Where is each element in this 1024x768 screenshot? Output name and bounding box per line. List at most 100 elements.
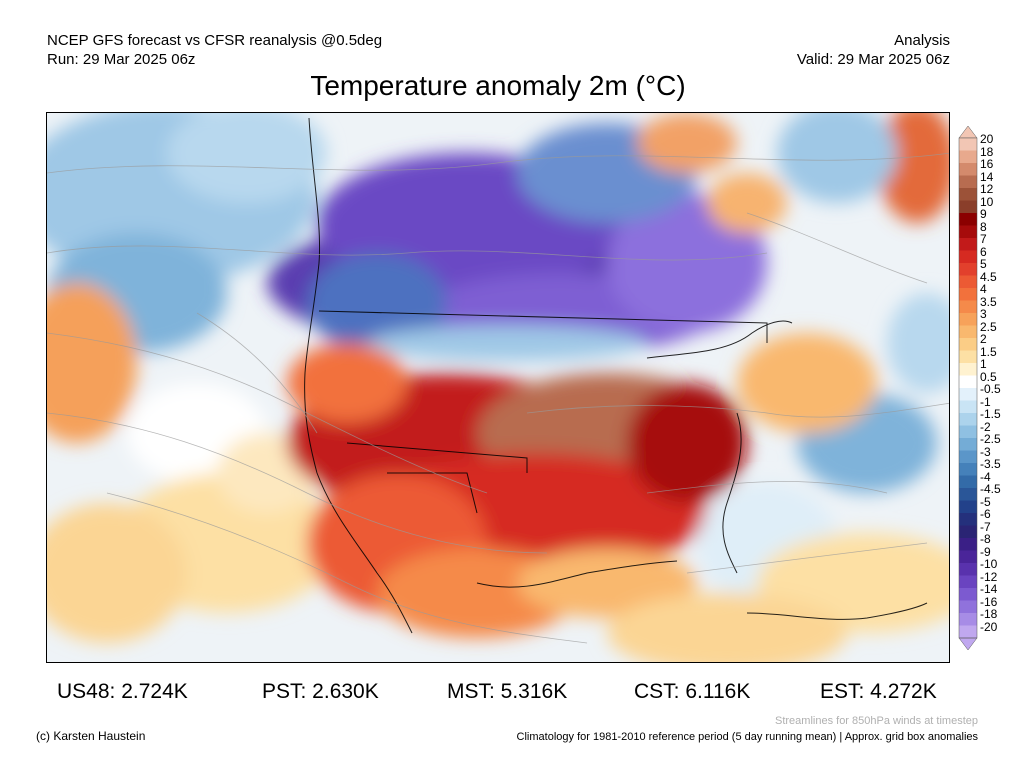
colorbar-tick-label: 9 xyxy=(980,207,987,221)
anomaly-map xyxy=(46,112,950,663)
colorbar-max-arrow xyxy=(958,126,978,139)
colorbar-swatch xyxy=(959,450,977,464)
colorbar-tick-label: -2 xyxy=(980,419,991,434)
colorbar-swatch xyxy=(959,513,977,526)
colorbar-tick-label: 0.5 xyxy=(980,369,997,384)
colorbar-swatch xyxy=(959,175,977,189)
colorbar-tick-label: 3.5 xyxy=(980,294,997,309)
colorbar-swatch xyxy=(959,150,977,164)
colorbar-swatch xyxy=(959,238,977,251)
colorbar-swatch xyxy=(959,588,977,601)
stat-mst: MST: 5.316K xyxy=(447,680,568,703)
map-canvas xyxy=(47,113,949,662)
stat-pst: PST: 2.630K xyxy=(262,680,379,703)
stat-est: EST: 4.272K xyxy=(820,680,937,703)
stat-cst: CST: 6.116K xyxy=(634,680,751,703)
colorbar-tick-label: 1 xyxy=(980,357,987,371)
colorbar-swatch xyxy=(959,300,977,314)
colorbar-tick-label: -3 xyxy=(980,444,991,459)
colorbar-tick-label: -6 xyxy=(980,507,991,521)
colorbar-tick-label: -16 xyxy=(980,594,998,609)
colorbar-swatch xyxy=(959,288,977,301)
colorbar-swatch xyxy=(959,625,977,639)
colorbar-tick-label: -1 xyxy=(980,394,991,409)
colorbar-tick-label: 2.5 xyxy=(980,319,997,334)
colorbar-swatch xyxy=(959,413,977,426)
colorbar-swatch xyxy=(959,375,977,389)
colorbar-tick-label: -0.5 xyxy=(980,382,1001,396)
colorbar-swatch xyxy=(959,525,977,539)
colorbar-swatch xyxy=(959,563,977,576)
colorbar-swatch xyxy=(959,188,977,201)
colorbar-tick-label: -5 xyxy=(980,494,991,509)
colorbar-tick-label: -12 xyxy=(980,569,998,584)
analysis-label: Analysis xyxy=(894,32,950,49)
colorbar-tick-label: -7 xyxy=(980,519,991,534)
colorbar-tick-label: -14 xyxy=(980,582,998,596)
colorbar-swatch xyxy=(959,500,977,514)
colorbar-swatch xyxy=(959,438,977,451)
colorbar-tick-label: 14 xyxy=(980,169,994,184)
colorbar-swatch xyxy=(959,163,977,176)
model-description: NCEP GFS forecast vs CFSR reanalysis @0.… xyxy=(47,32,383,49)
colorbar-swatch xyxy=(959,263,977,276)
colorbar xyxy=(958,126,978,650)
colorbar-swatch xyxy=(959,138,977,151)
colorbar-swatch xyxy=(959,613,977,626)
colorbar-swatch xyxy=(959,275,977,289)
map-title: Temperature anomaly 2m (°C) xyxy=(310,70,686,101)
colorbar-tick-label: -8 xyxy=(980,532,991,546)
run-info: NCEP GFS forecast vs CFSR reanalysis @0.… xyxy=(47,31,382,69)
colorbar-tick-label: 5 xyxy=(980,257,987,271)
colorbar-tick-label: -20 xyxy=(980,619,998,634)
colorbar-swatch xyxy=(959,538,977,551)
anomaly-field xyxy=(47,113,949,662)
colorbar-tick-label: 4.5 xyxy=(980,269,997,284)
colorbar-tick-label: -18 xyxy=(980,607,998,621)
colorbar-swatch xyxy=(959,400,977,414)
credit: (c) Karsten Haustein xyxy=(36,729,146,743)
colorbar-swatch xyxy=(959,363,977,376)
colorbar-tick-label: 12 xyxy=(980,182,994,196)
colorbar-swatch xyxy=(959,313,977,326)
colorbar-swatch xyxy=(959,388,977,401)
colorbar-tick-label: -2.5 xyxy=(980,432,1001,446)
colorbar-tick-label: 4 xyxy=(980,282,987,296)
colorbar-tick-label: 3 xyxy=(980,307,987,321)
colorbar-swatch xyxy=(959,200,977,214)
colorbar-swatch xyxy=(959,338,977,351)
colorbar-swatch xyxy=(959,600,977,614)
colorbar-swatch xyxy=(959,250,977,264)
colorbar-swatch xyxy=(959,575,977,589)
stat-us48: US48: 2.724K xyxy=(57,680,188,703)
colorbar-swatch xyxy=(959,213,977,226)
colorbar-tick-label: 6 xyxy=(980,244,987,259)
colorbar-tick-label: -4.5 xyxy=(980,482,1001,496)
colorbar-tick-label: 16 xyxy=(980,157,994,171)
valid-time: Valid: 29 Mar 2025 06z xyxy=(796,51,950,68)
colorbar-tick-label: -10 xyxy=(980,557,998,571)
colorbar-tick-label: 2 xyxy=(980,332,987,346)
climatology-note: Climatology for 1981-2010 reference peri… xyxy=(516,731,978,743)
colorbar-tick-label: -9 xyxy=(980,544,991,559)
colorbar-swatch xyxy=(959,350,977,364)
colorbar-swatch xyxy=(959,463,977,476)
coastlines xyxy=(304,117,928,634)
streamlines xyxy=(47,152,949,644)
colorbar-swatch xyxy=(959,488,977,501)
valid-info: Analysis Valid: 29 Mar 2025 06z xyxy=(797,31,950,69)
colorbar-tick-label: 20 xyxy=(980,132,994,146)
colorbar-swatch xyxy=(959,425,977,439)
colorbar-tick-label: -4 xyxy=(980,469,991,484)
colorbar-tick-label: 7 xyxy=(980,232,987,246)
colorbar-swatch xyxy=(959,325,977,339)
streamline-note: Streamlines for 850hPa winds at timestep xyxy=(775,715,978,727)
colorbar-tick-label: 10 xyxy=(980,194,994,209)
run-time: Run: 29 Mar 2025 06z xyxy=(47,51,196,68)
colorbar-swatch xyxy=(959,550,977,564)
colorbar-swatch xyxy=(959,225,977,239)
colorbar-tick-label: -1.5 xyxy=(980,407,1001,421)
colorbar-swatch xyxy=(959,475,977,489)
colorbar-min-arrow xyxy=(958,637,978,650)
colorbar-tick-label: 18 xyxy=(980,144,994,159)
